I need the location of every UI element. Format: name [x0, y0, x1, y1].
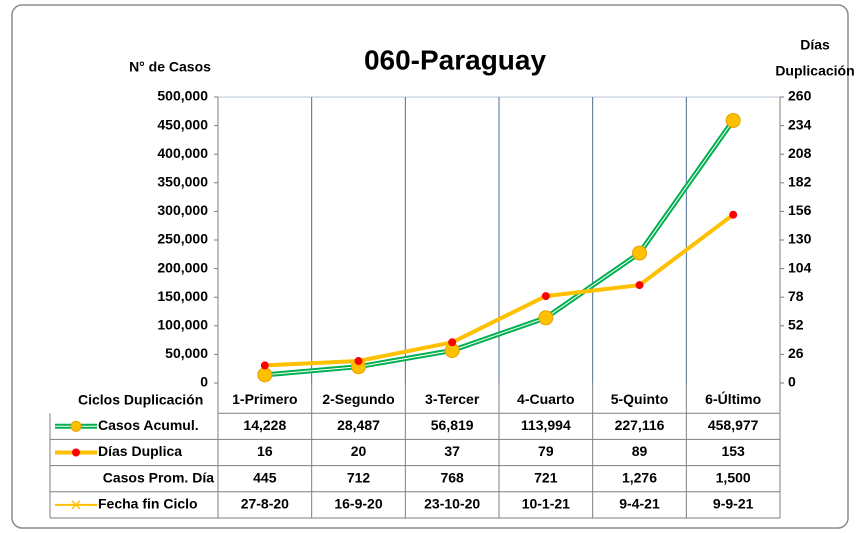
series-line-inner [264, 120, 734, 376]
table-value: 14,228 [243, 417, 286, 433]
table-value: 153 [721, 443, 745, 459]
chart-border [11, 4, 849, 529]
y2-axis-label: Duplicación [775, 63, 854, 79]
y-tick-label: 150,000 [157, 288, 208, 304]
table-value: 227,116 [615, 417, 665, 433]
legend-label: Días Duplica [98, 443, 182, 459]
y2-tick-label: 78 [788, 288, 804, 304]
series-marker [257, 367, 273, 383]
table-value: 1,276 [622, 469, 657, 485]
y-tick-label: 0 [200, 374, 208, 390]
table-value: 9-4-21 [619, 496, 660, 512]
series-marker [538, 310, 554, 326]
y2-tick-label: 260 [788, 88, 812, 104]
y2-tick-label: 156 [788, 202, 812, 218]
table-value: 23-10-20 [424, 496, 480, 512]
table-value: 458,977 [708, 417, 759, 433]
table-value: 9-9-21 [713, 496, 754, 512]
series-marker [448, 338, 457, 347]
y-tick-label: 50,000 [165, 345, 208, 361]
y2-tick-label: 52 [788, 317, 804, 333]
legend-marker [71, 500, 81, 510]
row-label: Fecha fin Ciclo [98, 496, 198, 512]
series-marker [354, 357, 363, 365]
y-tick-label: 400,000 [157, 145, 208, 161]
series-marker [725, 112, 741, 128]
table-value: 16 [257, 443, 273, 459]
y2-tick-label: 208 [788, 145, 812, 161]
x-tick-label: 3-Tercer [425, 391, 480, 407]
y-tick-label: 450,000 [157, 116, 208, 132]
row-label: Casos Prom. Día [103, 469, 214, 485]
series-marker [260, 361, 269, 370]
table-value: 27-8-20 [241, 496, 289, 512]
y-tick-label: 250,000 [157, 231, 208, 247]
chart-title: 060-Paraguay [364, 44, 547, 75]
table-value: 28,487 [337, 417, 380, 433]
x-tick-label: 6-Último [705, 390, 761, 407]
x-tick-label: 1-Primero [232, 391, 297, 407]
table-header: Ciclos Duplicación [78, 392, 203, 408]
y-tick-label: 100,000 [157, 317, 208, 333]
series-marker [729, 210, 738, 219]
table-value: 89 [632, 443, 648, 459]
table-value: 113,994 [521, 417, 571, 433]
table-value: 20 [351, 443, 367, 459]
y2-tick-label: 130 [788, 231, 812, 247]
table-value: 712 [347, 469, 371, 485]
y-tick-label: 200,000 [157, 259, 208, 275]
x-tick-label: 5-Quinto [611, 391, 669, 407]
y-tick-label: 350,000 [157, 174, 208, 190]
y-tick-label: 300,000 [157, 202, 208, 218]
table-value: 10-1-21 [522, 496, 570, 512]
y-tick-label: 500,000 [157, 88, 208, 104]
legend-marker [70, 420, 82, 432]
y2-tick-label: 104 [788, 259, 812, 275]
y2-tick-label: 234 [788, 116, 812, 132]
y2-tick-label: 0 [788, 374, 796, 390]
y-axis-label: N° de Casos [129, 59, 211, 75]
table-value: 79 [538, 443, 554, 459]
y2-tick-label: 182 [788, 174, 812, 190]
series-marker [635, 281, 644, 290]
y2-tick-label: 26 [788, 345, 804, 361]
y2-axis-label: Días [800, 37, 830, 53]
table-value: 768 [440, 469, 464, 485]
table-value: 1,500 [716, 469, 751, 485]
series-line [264, 213, 735, 368]
x-tick-label: 2-Segundo [322, 391, 394, 407]
x-tick-label: 4-Cuarto [517, 391, 575, 407]
series-marker [541, 292, 550, 301]
legend-label: Casos Acumul. [98, 417, 199, 433]
table-value: 721 [534, 469, 558, 485]
table-value: 16-9-20 [334, 496, 382, 512]
legend-marker [72, 448, 80, 457]
table-value: 56,819 [431, 417, 474, 433]
table-value: 445 [253, 469, 277, 485]
table-value: 37 [444, 443, 460, 459]
series-marker [632, 245, 647, 261]
